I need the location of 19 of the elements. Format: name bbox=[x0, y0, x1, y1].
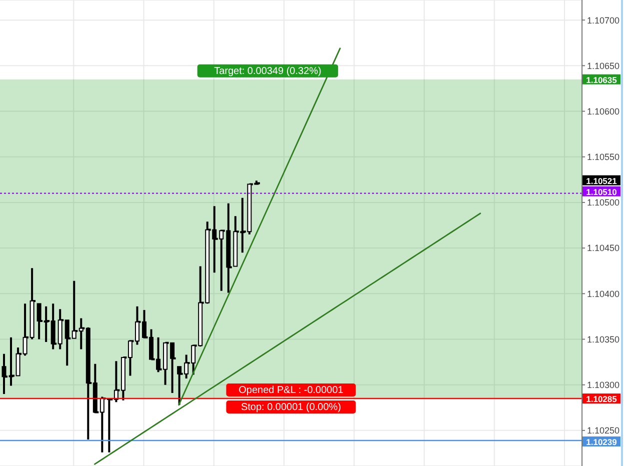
ref-line-label: 1.10510 bbox=[586, 186, 618, 197]
annotation: Stop: 0.00001 (0.00%) bbox=[240, 402, 342, 414]
y-tick-label: 1.10550 bbox=[587, 152, 620, 162]
y-tick-label: 1.10450 bbox=[587, 243, 620, 254]
y-tick-label: 1.10600 bbox=[587, 106, 620, 116]
y-tick-label: 1.10350 bbox=[587, 334, 620, 344]
y-tick-label: 1.10250 bbox=[587, 426, 620, 436]
y-tick-label: 1.10500 bbox=[587, 198, 620, 208]
band-label: Target: 0.00349 (0.32%) bbox=[214, 66, 322, 77]
annotation: Opened P&L : -0.00001 bbox=[238, 385, 344, 396]
y-tick-label: 1.10700 bbox=[587, 15, 620, 26]
y-tick-label: 1.10300 bbox=[587, 380, 620, 390]
line-series bbox=[94, 212, 482, 465]
y-tick-label: 1.10400 bbox=[587, 288, 620, 299]
ref-line-label: 1.10239 bbox=[586, 436, 618, 447]
text: 1.10521 bbox=[586, 176, 618, 186]
y-tick-label: 1.10650 bbox=[587, 60, 620, 71]
text: 1.10635 bbox=[586, 74, 618, 85]
ref-line-label: 1.10285 bbox=[586, 394, 618, 404]
